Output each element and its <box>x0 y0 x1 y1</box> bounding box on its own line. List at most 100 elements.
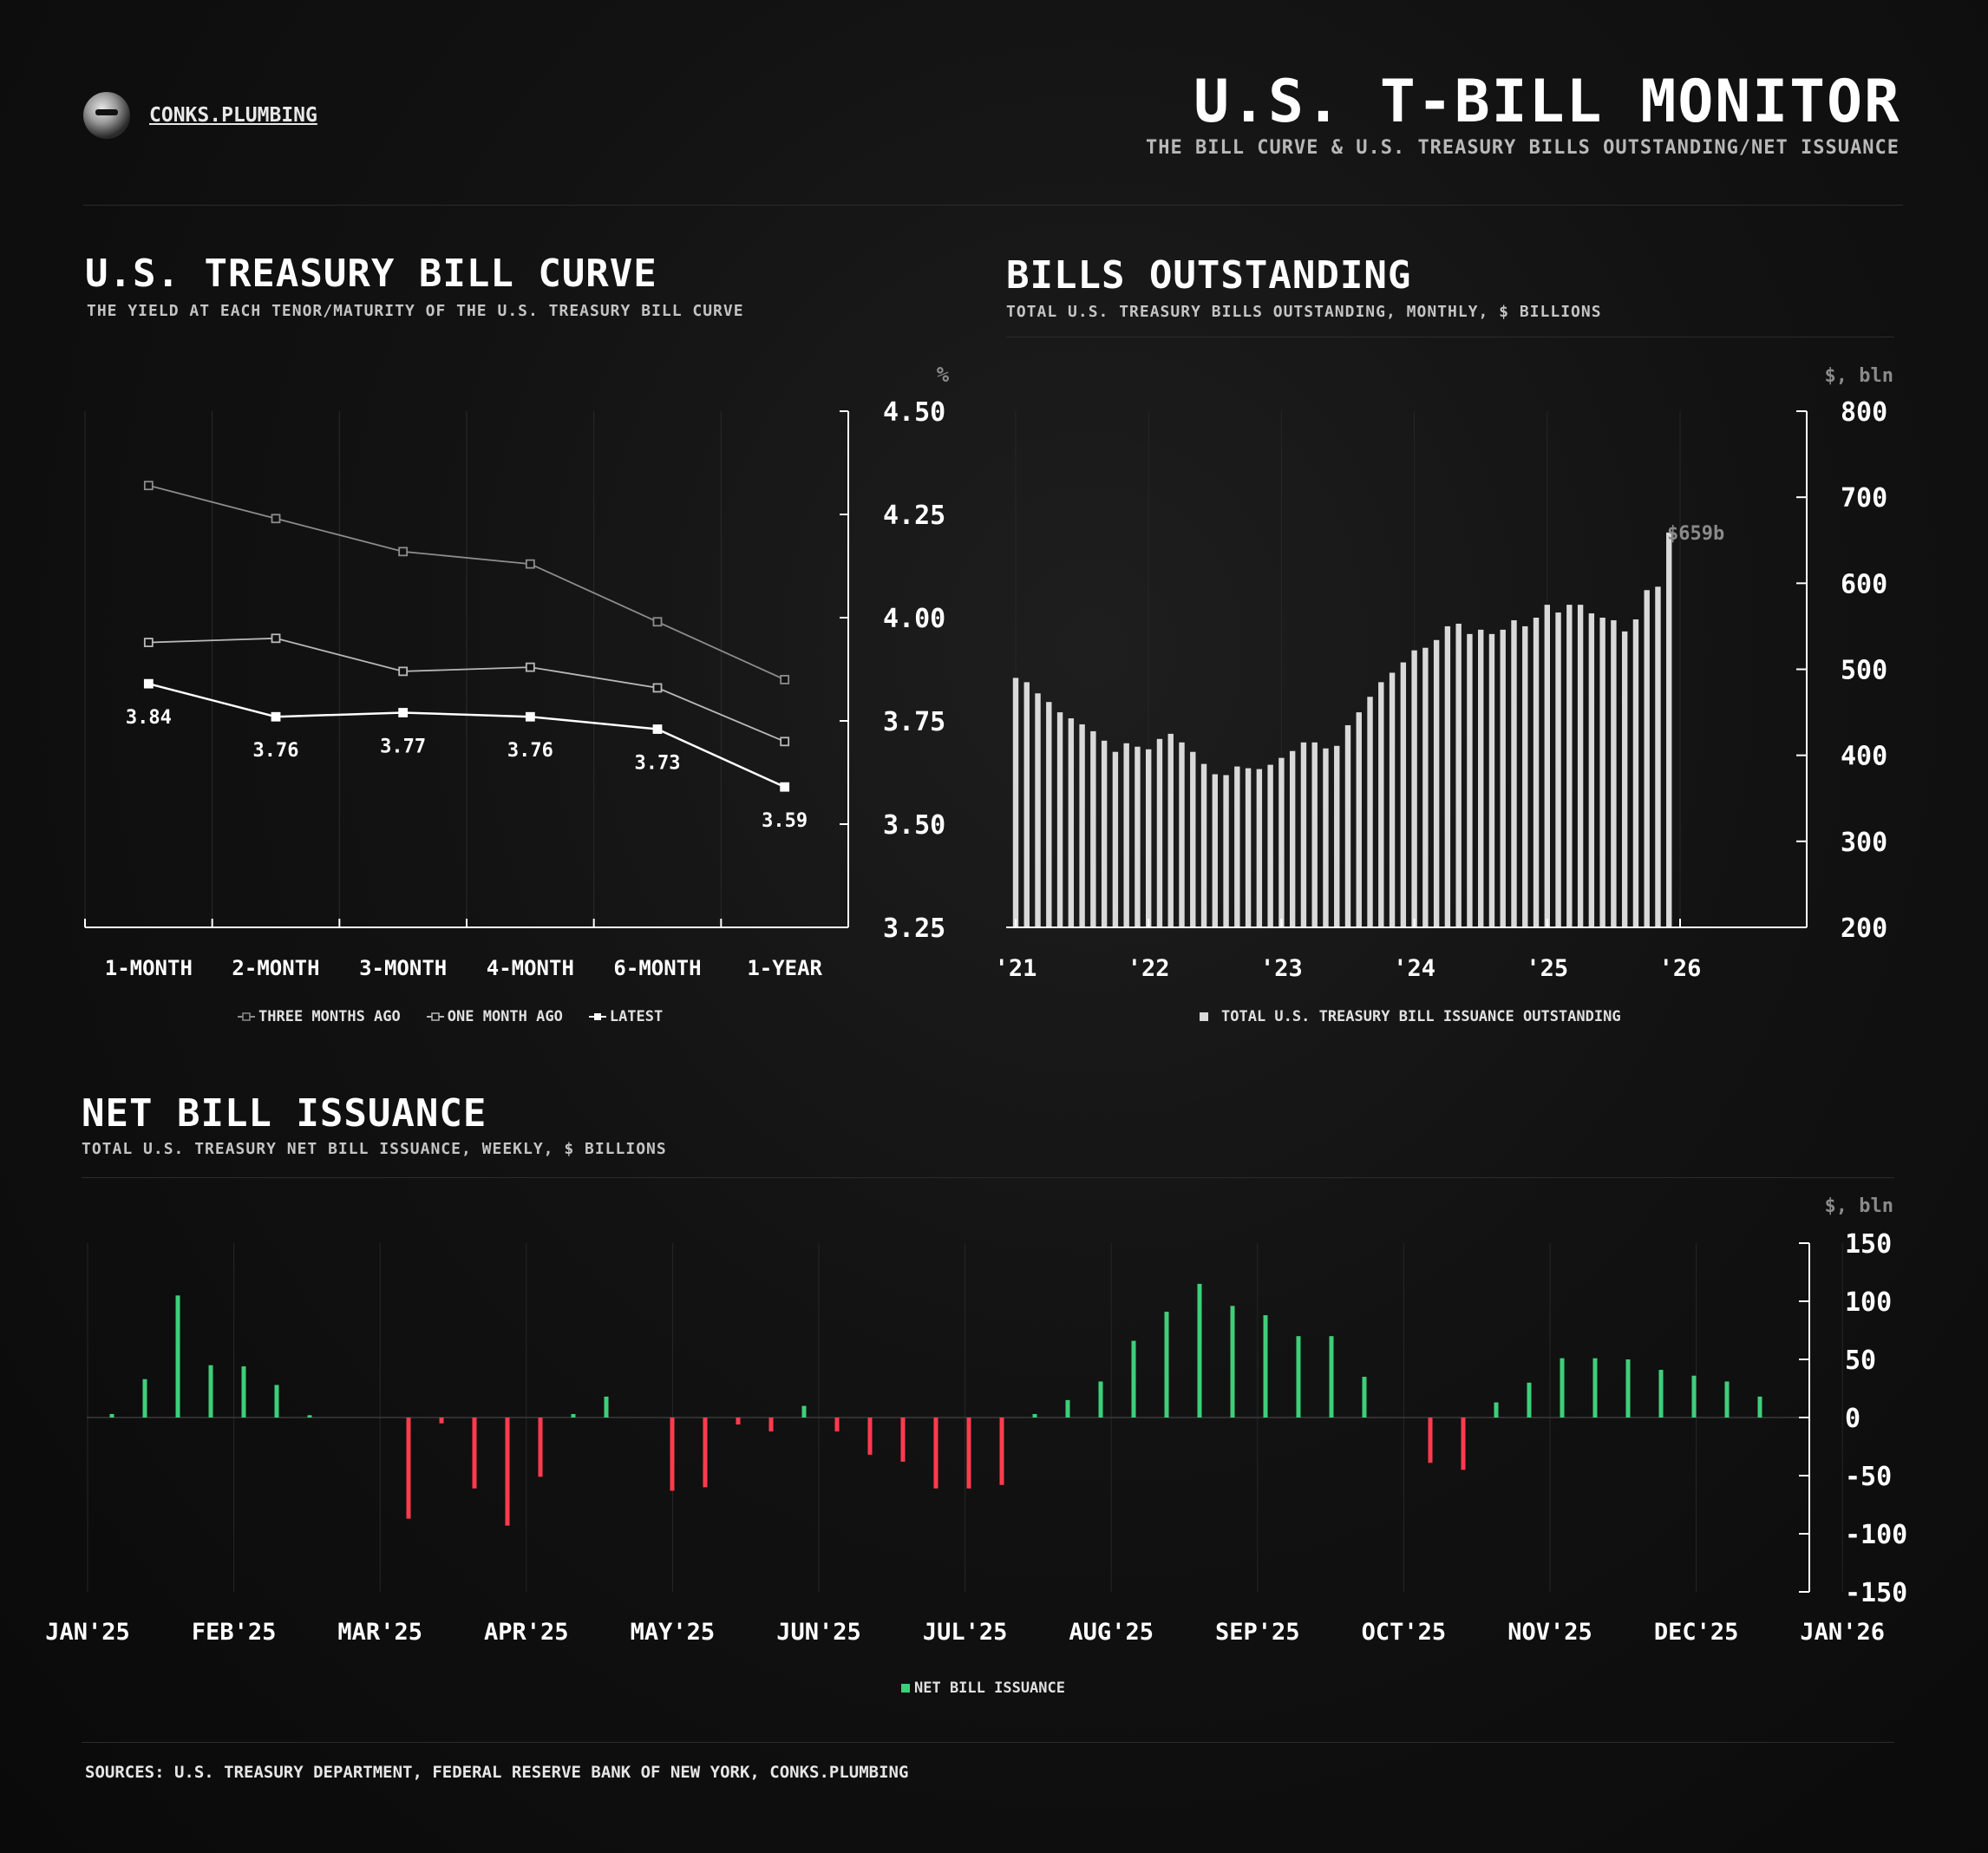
bar <box>1112 751 1119 927</box>
x-tick-label: 3-MONTH <box>359 956 447 980</box>
bar <box>208 1365 213 1418</box>
series-marker <box>398 666 409 677</box>
bar <box>1599 618 1605 927</box>
bar <box>1433 639 1440 927</box>
legend-square-icon <box>901 1684 910 1693</box>
brand[interactable]: CONKS.PLUMBING <box>83 92 317 139</box>
bar <box>1234 766 1240 927</box>
x-tick-label: '25 <box>1526 955 1568 982</box>
series-line <box>148 637 786 743</box>
series-marker <box>780 675 790 684</box>
series-marker <box>271 711 281 722</box>
bar <box>768 1418 774 1432</box>
bar <box>1190 751 1196 927</box>
y-tick-label: -100 <box>1845 1520 1907 1550</box>
bar <box>1577 605 1584 927</box>
series-marker <box>143 481 154 491</box>
legend-item-outstanding: TOTAL U.S. TREASURY BILL ISSUANCE OUTSTA… <box>1199 1008 1621 1025</box>
bar <box>1344 724 1351 927</box>
bar <box>604 1396 609 1418</box>
legend-square-icon <box>1200 1012 1208 1021</box>
series-line <box>148 682 786 789</box>
bar <box>1023 682 1030 927</box>
issuance-divider <box>82 1177 1894 1178</box>
bar <box>1658 1370 1664 1418</box>
bar <box>1560 1358 1565 1418</box>
x-tick-label: 4-MONTH <box>487 956 574 980</box>
x-tick-label: JUN'25 <box>776 1619 861 1646</box>
x-tick-label: DEC'25 <box>1654 1619 1739 1646</box>
bar <box>1389 672 1396 927</box>
bar <box>1300 742 1307 927</box>
bar <box>1644 590 1650 927</box>
bar <box>1311 742 1318 927</box>
legend-label: TOTAL U.S. TREASURY BILL ISSUANCE OUTSTA… <box>1221 1008 1621 1025</box>
bar <box>1245 768 1252 927</box>
bar <box>1632 619 1639 927</box>
bar <box>1461 1418 1466 1470</box>
bar <box>505 1418 510 1526</box>
page-title: U.S. T-BILL MONITOR <box>1193 68 1901 136</box>
curve-subtitle: THE YIELD AT EACH TENOR/MATURITY OF THE … <box>87 302 744 320</box>
bar <box>1197 1283 1202 1418</box>
y-tick-label: 3.75 <box>883 707 945 737</box>
page-subtitle: THE BILL CURVE & U.S. TREASURY BILLS OUT… <box>1146 137 1900 159</box>
series-marker <box>143 638 154 647</box>
bar <box>1757 1396 1762 1418</box>
bar <box>1098 1381 1103 1418</box>
bar <box>1666 532 1672 927</box>
y-tick-label: 400 <box>1841 742 1887 772</box>
x-tick-label: MAY'25 <box>631 1619 716 1646</box>
legend-item-latest: LATEST <box>588 1008 664 1025</box>
y-tick-label: 0 <box>1845 1404 1860 1434</box>
outstanding-title: BILLS OUTSTANDING <box>1006 253 1412 298</box>
x-tick-label: 6-MONTH <box>613 956 701 980</box>
sources-note: SOURCES: U.S. TREASURY DEPARTMENT, FEDER… <box>85 1763 909 1782</box>
legend-label: THREE MONTHS AGO <box>258 1008 401 1025</box>
bar <box>1588 613 1595 927</box>
bar <box>1621 631 1628 927</box>
bar <box>1533 618 1540 927</box>
issuance-title: NET BILL ISSUANCE <box>82 1091 487 1136</box>
bar <box>1123 743 1129 927</box>
series-marker <box>652 683 663 693</box>
bar <box>1267 764 1273 927</box>
bar <box>1167 733 1174 927</box>
y-unit-label: $, bln <box>1825 365 1893 387</box>
series-line <box>148 484 786 681</box>
series-marker <box>525 711 535 722</box>
bar <box>1223 775 1229 927</box>
issuance-chart: JAN'25 FEB'25 MAR'25 APR'25 MAY'25 JUN'25 JUL'… <box>45 1195 1907 1646</box>
bar <box>1278 757 1285 927</box>
bar <box>1146 749 1152 927</box>
bar <box>1511 619 1517 927</box>
data-label: 3.76 <box>253 740 299 762</box>
y-tick-label: 150 <box>1845 1229 1892 1260</box>
legend-label: LATEST <box>609 1008 664 1025</box>
header-divider <box>83 205 1903 206</box>
bar <box>307 1415 312 1418</box>
brand-link[interactable]: CONKS.PLUMBING <box>149 104 317 127</box>
data-label: 3.73 <box>635 753 681 775</box>
bar <box>1090 730 1096 927</box>
series-marker <box>271 514 281 524</box>
bar <box>1334 745 1340 927</box>
legend-open-square-icon <box>426 1012 444 1021</box>
bar <box>109 1413 114 1418</box>
bar <box>274 1385 279 1418</box>
y-tick-label: 800 <box>1841 397 1887 428</box>
x-tick-label: JAN'25 <box>45 1619 130 1646</box>
bar <box>1467 633 1473 927</box>
bar <box>1323 748 1329 927</box>
bar <box>801 1405 807 1418</box>
bar <box>1032 1413 1037 1418</box>
bar <box>1422 647 1429 927</box>
bar <box>1289 750 1296 927</box>
x-tick-label: MAR'25 <box>337 1619 422 1646</box>
bar <box>1012 678 1019 927</box>
bar <box>670 1418 675 1491</box>
data-label: 3.76 <box>507 740 553 762</box>
y-tick-label: 100 <box>1845 1287 1892 1318</box>
series-marker <box>271 633 281 644</box>
